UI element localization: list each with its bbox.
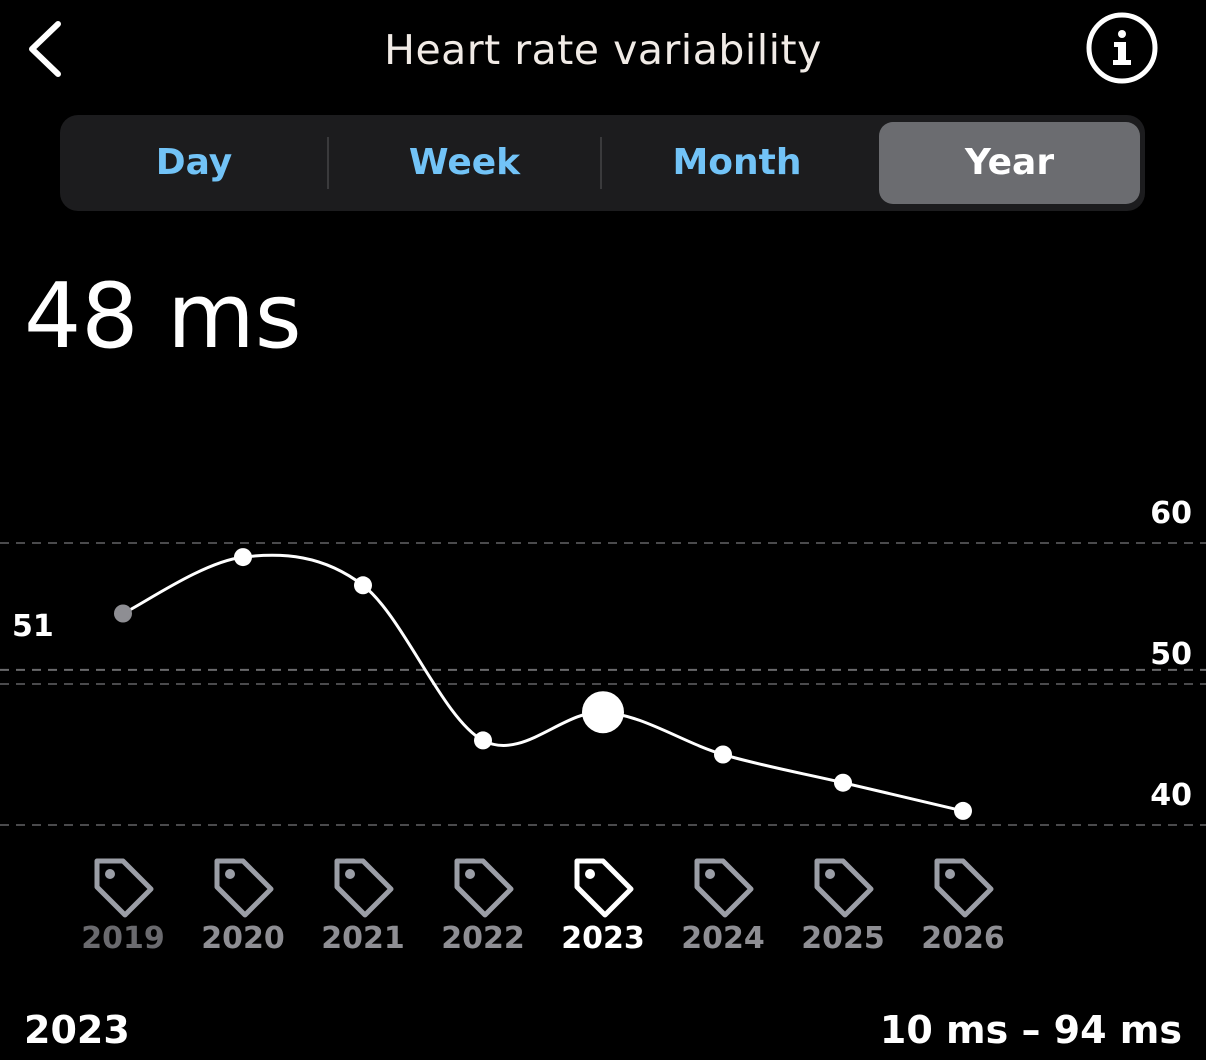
tag-hole bbox=[225, 869, 235, 879]
x-tick-label-2023[interactable]: 2023 bbox=[561, 921, 645, 956]
tab-day[interactable]: Day bbox=[155, 142, 233, 183]
selected-period: 2023 bbox=[24, 1008, 130, 1052]
tag-hole bbox=[345, 869, 355, 879]
tag-hole bbox=[945, 869, 955, 879]
back-button[interactable] bbox=[20, 14, 76, 84]
tag-icon[interactable] bbox=[574, 858, 634, 918]
tag-shape bbox=[94, 858, 154, 918]
tag-icon[interactable] bbox=[814, 858, 874, 918]
data-point[interactable] bbox=[234, 548, 252, 567]
x-tick-label-2019[interactable]: 2019 bbox=[81, 921, 165, 956]
hrv-line-chart: 60 50 40 51 2019 2020 2021 2022 2023 2024 2025 2026 bbox=[0, 496, 1206, 956]
tab-week[interactable]: Week bbox=[408, 142, 521, 183]
tag-shape bbox=[814, 858, 874, 918]
tag-hole bbox=[105, 869, 115, 879]
info-circle-icon bbox=[1086, 12, 1158, 84]
tag-icon[interactable] bbox=[694, 858, 754, 918]
tag-hole bbox=[825, 869, 835, 879]
y-tick-label: 40 bbox=[1150, 778, 1192, 813]
active-tab-indicator bbox=[879, 122, 1140, 204]
x-tick-label-2020[interactable]: 2020 bbox=[201, 921, 285, 956]
tab-year[interactable]: Year bbox=[964, 142, 1055, 183]
y-tick-label: 50 bbox=[1150, 637, 1192, 672]
average-label: 51 bbox=[12, 609, 54, 644]
summary-value: 48 ms bbox=[24, 264, 302, 369]
data-point[interactable] bbox=[954, 801, 972, 820]
data-point[interactable] bbox=[114, 604, 132, 623]
selected-data-point[interactable] bbox=[582, 691, 624, 734]
tab-month[interactable]: Month bbox=[672, 142, 802, 183]
tag-icon[interactable] bbox=[214, 858, 274, 918]
data-point[interactable] bbox=[474, 731, 492, 750]
tag-shape bbox=[214, 858, 274, 918]
x-tick-label-2021[interactable]: 2021 bbox=[321, 921, 405, 956]
tag-icon[interactable] bbox=[934, 858, 994, 918]
data-point[interactable] bbox=[714, 745, 732, 764]
tag-shape bbox=[334, 858, 394, 918]
tag-icon[interactable] bbox=[454, 858, 514, 918]
x-tick-label-2024[interactable]: 2024 bbox=[681, 921, 765, 956]
x-tick-label-2025[interactable]: 2025 bbox=[801, 921, 885, 956]
period-tabs: Day Week Month Year bbox=[60, 115, 1145, 211]
x-tick-label-2026[interactable]: 2026 bbox=[921, 921, 1005, 956]
tab-divider bbox=[327, 137, 329, 189]
tag-shape bbox=[574, 858, 634, 918]
tab-divider bbox=[600, 137, 602, 189]
page-title: Heart rate variability bbox=[384, 26, 822, 74]
tag-hole bbox=[465, 869, 475, 879]
tag-hole bbox=[585, 869, 595, 879]
data-point[interactable] bbox=[834, 773, 852, 792]
tag-icon[interactable] bbox=[94, 858, 154, 918]
data-point[interactable] bbox=[354, 576, 372, 595]
series-line bbox=[122, 553, 964, 813]
tag-shape bbox=[454, 858, 514, 918]
tag-hole bbox=[705, 869, 715, 879]
tag-icon[interactable] bbox=[334, 858, 394, 918]
tag-shape bbox=[934, 858, 994, 918]
info-button[interactable] bbox=[1082, 10, 1162, 90]
tag-shape bbox=[694, 858, 754, 918]
y-tick-label: 60 bbox=[1150, 496, 1192, 531]
x-tick-label-2022[interactable]: 2022 bbox=[441, 921, 525, 956]
value-range: 10 ms – 94 ms bbox=[879, 1008, 1182, 1052]
chevron-left-icon bbox=[29, 21, 61, 77]
